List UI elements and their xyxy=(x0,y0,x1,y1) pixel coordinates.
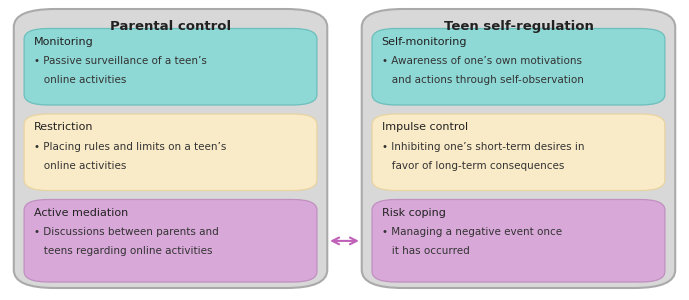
Text: favor of long-term consequences: favor of long-term consequences xyxy=(382,160,564,170)
Text: and actions through self-observation: and actions through self-observation xyxy=(382,75,584,85)
Text: Monitoring: Monitoring xyxy=(34,37,94,47)
Text: Teen self-regulation: Teen self-regulation xyxy=(444,20,593,33)
FancyBboxPatch shape xyxy=(24,114,317,190)
Text: Restriction: Restriction xyxy=(34,122,93,132)
FancyBboxPatch shape xyxy=(24,200,317,282)
Text: Risk coping: Risk coping xyxy=(382,208,446,218)
Text: • Managing a negative event once: • Managing a negative event once xyxy=(382,227,562,237)
Text: online activities: online activities xyxy=(34,160,126,170)
FancyBboxPatch shape xyxy=(14,9,327,288)
Text: online activities: online activities xyxy=(34,75,126,85)
Text: Impulse control: Impulse control xyxy=(382,122,468,132)
Text: it has occurred: it has occurred xyxy=(382,246,469,256)
FancyBboxPatch shape xyxy=(24,28,317,105)
Text: Active mediation: Active mediation xyxy=(34,208,128,218)
Text: Parental control: Parental control xyxy=(110,20,231,33)
Text: • Inhibiting one’s short-term desires in: • Inhibiting one’s short-term desires in xyxy=(382,142,584,152)
FancyBboxPatch shape xyxy=(362,9,675,288)
FancyBboxPatch shape xyxy=(372,28,665,105)
Text: • Placing rules and limits on a teen’s: • Placing rules and limits on a teen’s xyxy=(34,142,226,152)
FancyBboxPatch shape xyxy=(372,114,665,190)
Text: • Passive surveillance of a teen’s: • Passive surveillance of a teen’s xyxy=(34,56,207,66)
Text: Self-monitoring: Self-monitoring xyxy=(382,37,467,47)
Text: • Discussions between parents and: • Discussions between parents and xyxy=(34,227,218,237)
FancyBboxPatch shape xyxy=(372,200,665,282)
Text: teens regarding online activities: teens regarding online activities xyxy=(34,246,212,256)
Text: • Awareness of one’s own motivations: • Awareness of one’s own motivations xyxy=(382,56,582,66)
